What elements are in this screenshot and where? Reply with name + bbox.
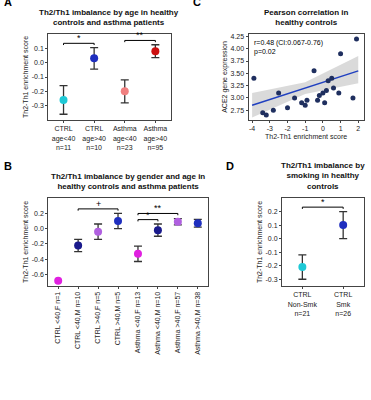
svg-text:Asthma <40,F n=13: Asthma <40,F n=13: [134, 292, 141, 354]
svg-text:Asthmaage>40n=95: Asthmaage>40n=95: [143, 125, 167, 150]
svg-text:CTRL <40,M n=10: CTRL <40,M n=10: [74, 292, 81, 349]
svg-text:Asthma <40,M n=10: Asthma <40,M n=10: [154, 292, 161, 355]
svg-text:*: *: [321, 197, 325, 207]
svg-text:3.25: 3.25: [231, 82, 245, 89]
svg-text:**: **: [154, 203, 162, 213]
svg-text:CTRLSmkn=26: CTRLSmkn=26: [334, 291, 352, 316]
svg-text:Asthma >40,F n=57: Asthma >40,F n=57: [174, 292, 181, 354]
svg-text:0.0: 0.0: [268, 235, 278, 242]
svg-text:Pearson correlation inhealthy: Pearson correlation inhealthy controls: [264, 8, 349, 27]
svg-text:C: C: [193, 0, 201, 8]
svg-text:0.2: 0.2: [34, 210, 44, 217]
svg-text:-0.2: -0.2: [32, 240, 44, 247]
svg-text:-4: -4: [249, 125, 255, 132]
svg-text:0.1: 0.1: [34, 45, 44, 52]
svg-text:-0.3: -0.3: [265, 276, 277, 283]
svg-text:-2: -2: [284, 125, 290, 132]
svg-text:CTRL >40,M n=5: CTRL >40,M n=5: [114, 292, 121, 346]
svg-text:3.50: 3.50: [231, 70, 245, 77]
svg-text:CTRL <40,F n=1: CTRL <40,F n=1: [54, 292, 61, 344]
svg-text:Th2/Th1 imbalance by gender an: Th2/Th1 imbalance by gender and age inhe…: [51, 172, 205, 191]
svg-text:-0.3: -0.3: [32, 102, 44, 109]
svg-text:-0.4: -0.4: [32, 256, 44, 263]
svg-text:-3: -3: [267, 125, 273, 132]
svg-text:2: 2: [356, 125, 360, 132]
svg-text:-0.6: -0.6: [32, 271, 44, 278]
svg-text:r=0.48 (CI:0.067-0.76)p=0.02: r=0.48 (CI:0.067-0.76)p=0.02: [254, 39, 323, 56]
svg-text:CTRLage>40n=10: CTRLage>40n=10: [82, 125, 106, 150]
svg-text:2.75: 2.75: [231, 107, 245, 114]
svg-text:+: +: [96, 199, 101, 209]
svg-text:Asthma >40,M n=38: Asthma >40,M n=38: [194, 292, 201, 355]
svg-text:ACE2 gene expression: ACE2 gene expression: [221, 41, 229, 113]
svg-text:*: *: [77, 33, 81, 43]
svg-text:-0.1: -0.1: [265, 249, 277, 256]
svg-text:-0.2: -0.2: [265, 262, 277, 269]
svg-text:Th2-Th1 enrichment score: Th2-Th1 enrichment score: [256, 201, 263, 283]
svg-text:Th2-Th1 enrichment score: Th2-Th1 enrichment score: [22, 36, 29, 118]
svg-text:-0.2: -0.2: [32, 88, 44, 95]
svg-text:0.1: 0.1: [268, 222, 278, 229]
svg-text:**: **: [136, 30, 144, 40]
svg-text:-1: -1: [302, 125, 308, 132]
svg-text:3.75: 3.75: [231, 57, 245, 64]
svg-text:D: D: [226, 160, 234, 172]
svg-text:Th2-Th1 enrichment score: Th2-Th1 enrichment score: [22, 201, 29, 283]
svg-text:B: B: [4, 160, 12, 172]
svg-text:Asthmaage<40n=23: Asthmaage<40n=23: [113, 125, 137, 150]
svg-text:0: 0: [321, 125, 325, 132]
svg-text:-0.1: -0.1: [32, 73, 44, 80]
svg-text:*: *: [146, 210, 150, 220]
svg-text:Th2-Th1 enrichment score: Th2-Th1 enrichment score: [265, 133, 347, 140]
svg-text:0.2: 0.2: [268, 208, 278, 215]
svg-text:0.0: 0.0: [34, 59, 44, 66]
svg-text:4.00: 4.00: [231, 45, 245, 52]
svg-text:Th2/Th1 imbalance by age in he: Th2/Th1 imbalance by age in healthycontr…: [39, 8, 179, 27]
svg-text:CTRLage<40n=11: CTRLage<40n=11: [52, 125, 76, 150]
svg-text:1: 1: [339, 125, 343, 132]
svg-text:A: A: [4, 0, 12, 8]
svg-text:CTRL >40,F n=5: CTRL >40,F n=5: [94, 292, 101, 344]
svg-text:4.25: 4.25: [231, 33, 245, 40]
svg-text:CTRLNon-Smkn=21: CTRLNon-Smkn=21: [288, 291, 318, 316]
svg-text:0.0: 0.0: [34, 225, 44, 232]
svg-text:Th2/Th1 imbalance bysmoking in: Th2/Th1 imbalance bysmoking in healthyco…: [281, 161, 365, 191]
svg-text:3.00: 3.00: [231, 94, 245, 101]
